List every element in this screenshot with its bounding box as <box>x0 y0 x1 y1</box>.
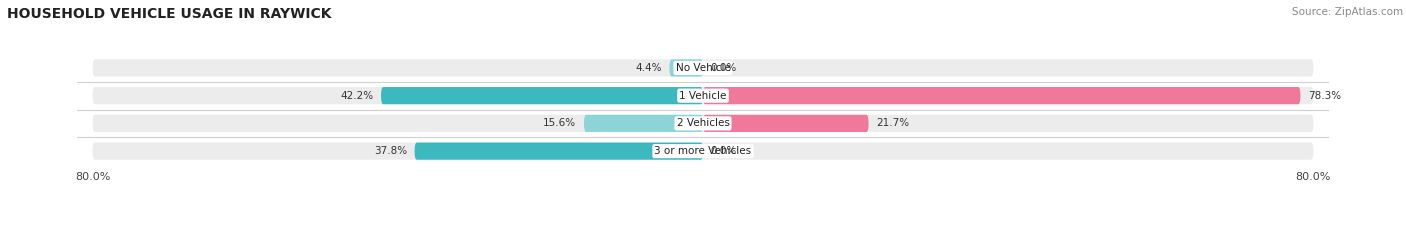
FancyBboxPatch shape <box>583 115 703 132</box>
Text: 0.0%: 0.0% <box>710 146 737 156</box>
Text: Source: ZipAtlas.com: Source: ZipAtlas.com <box>1292 7 1403 17</box>
Text: 2 Vehicles: 2 Vehicles <box>676 118 730 128</box>
Text: HOUSEHOLD VEHICLE USAGE IN RAYWICK: HOUSEHOLD VEHICLE USAGE IN RAYWICK <box>7 7 332 21</box>
FancyBboxPatch shape <box>669 59 703 76</box>
Text: 21.7%: 21.7% <box>876 118 910 128</box>
FancyBboxPatch shape <box>93 143 1313 160</box>
FancyBboxPatch shape <box>93 87 1313 104</box>
Text: 15.6%: 15.6% <box>543 118 576 128</box>
Text: 0.0%: 0.0% <box>710 63 737 73</box>
FancyBboxPatch shape <box>703 115 869 132</box>
Text: No Vehicle: No Vehicle <box>675 63 731 73</box>
FancyBboxPatch shape <box>415 143 703 160</box>
FancyBboxPatch shape <box>93 59 1313 76</box>
FancyBboxPatch shape <box>381 87 703 104</box>
Text: 37.8%: 37.8% <box>374 146 406 156</box>
Text: 78.3%: 78.3% <box>1308 91 1341 101</box>
FancyBboxPatch shape <box>703 87 1301 104</box>
Text: 1 Vehicle: 1 Vehicle <box>679 91 727 101</box>
Text: 42.2%: 42.2% <box>340 91 374 101</box>
Text: 3 or more Vehicles: 3 or more Vehicles <box>654 146 752 156</box>
FancyBboxPatch shape <box>93 115 1313 132</box>
Text: 4.4%: 4.4% <box>636 63 662 73</box>
